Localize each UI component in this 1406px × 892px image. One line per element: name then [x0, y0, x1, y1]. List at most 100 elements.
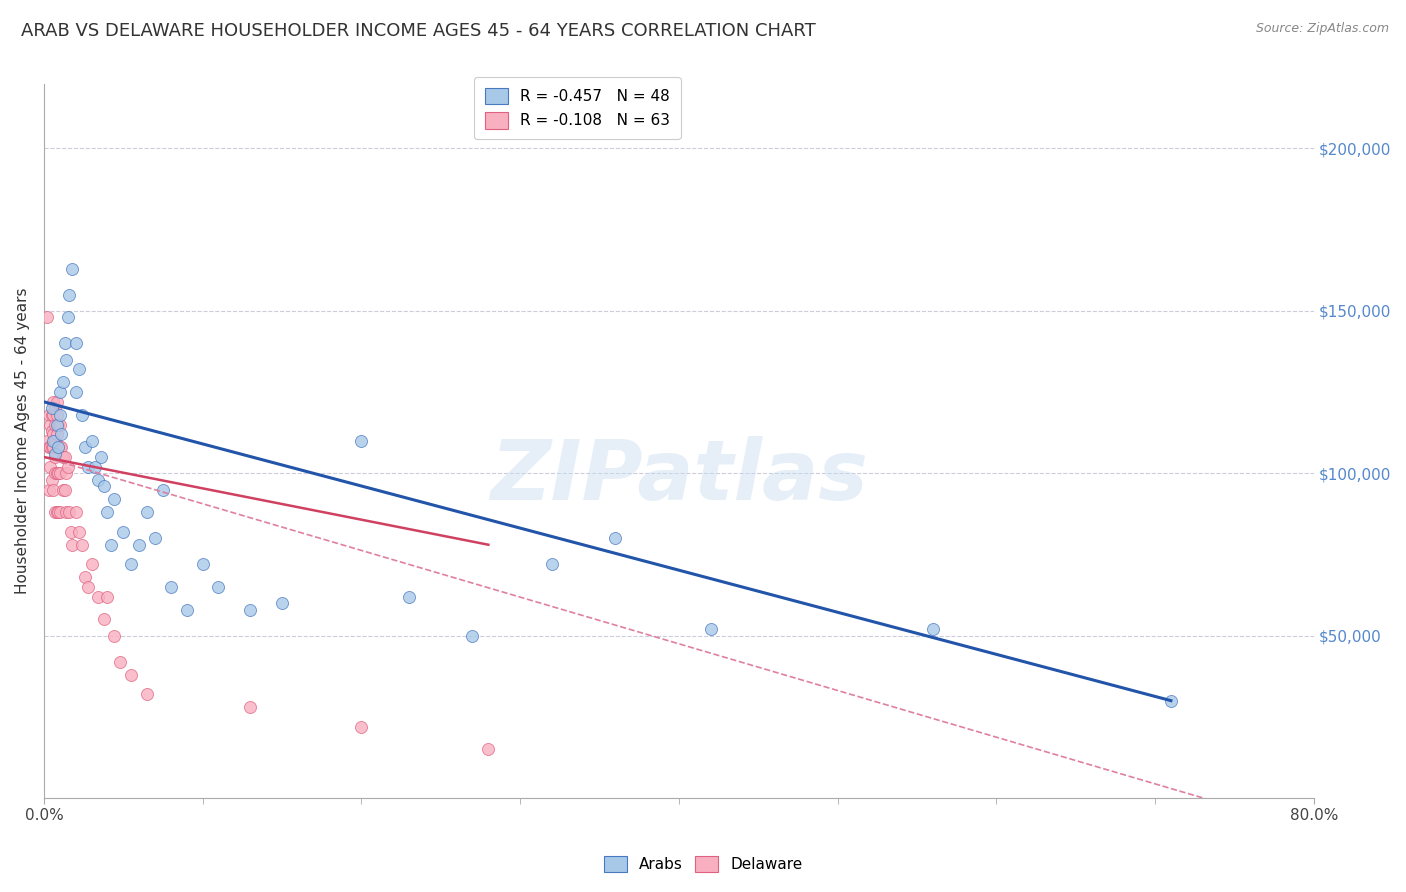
Point	[35, 434, 58, 448]
Point	[65, 505, 87, 519]
Point	[46, 440, 69, 454]
Point	[65, 385, 87, 400]
Point	[62, 261, 84, 276]
Point	[271, 596, 294, 610]
Point	[53, 450, 76, 464]
Point	[44, 401, 66, 416]
Point	[100, 538, 122, 552]
Point	[605, 531, 627, 545]
Point	[46, 505, 69, 519]
Point	[44, 447, 66, 461]
Legend: R = -0.457   N = 48, R = -0.108   N = 63: R = -0.457 N = 48, R = -0.108 N = 63	[474, 77, 681, 139]
Point	[45, 394, 67, 409]
Point	[46, 467, 69, 481]
Y-axis label: Householder Income Ages 45 - 64 years: Householder Income Ages 45 - 64 years	[15, 287, 30, 594]
Point	[46, 440, 69, 454]
Point	[62, 538, 84, 552]
Point	[70, 408, 93, 422]
Point	[699, 622, 721, 636]
Point	[1160, 693, 1182, 707]
Point	[103, 492, 125, 507]
Point	[152, 483, 174, 497]
Point	[143, 531, 166, 545]
Point	[191, 558, 214, 572]
Point	[93, 612, 115, 626]
Point	[103, 629, 125, 643]
Point	[35, 310, 58, 325]
Point	[56, 459, 79, 474]
Point	[239, 603, 262, 617]
Point	[42, 440, 65, 454]
Point	[52, 483, 75, 497]
Point	[83, 459, 105, 474]
Point	[52, 450, 75, 464]
Point	[207, 580, 229, 594]
Point	[176, 603, 198, 617]
Point	[42, 408, 65, 422]
Point	[77, 459, 100, 474]
Point	[93, 479, 115, 493]
Point	[53, 336, 76, 351]
Point	[65, 336, 87, 351]
Point	[55, 505, 77, 519]
Point	[39, 459, 62, 474]
Point	[46, 417, 69, 432]
Point	[38, 483, 60, 497]
Text: Source: ZipAtlas.com: Source: ZipAtlas.com	[1256, 22, 1389, 36]
Point	[38, 408, 60, 422]
Point	[55, 352, 77, 367]
Point	[55, 467, 77, 481]
Point	[51, 427, 73, 442]
Point	[350, 434, 373, 448]
Point	[44, 417, 66, 432]
Point	[41, 401, 63, 416]
Point	[350, 720, 373, 734]
Point	[75, 440, 97, 454]
Point	[120, 558, 142, 572]
Point	[44, 467, 66, 481]
Point	[49, 505, 72, 519]
Point	[44, 434, 66, 448]
Point	[461, 629, 484, 643]
Point	[49, 417, 72, 432]
Point	[38, 440, 60, 454]
Point	[80, 558, 103, 572]
Point	[45, 427, 67, 442]
Point	[49, 408, 72, 422]
Point	[42, 394, 65, 409]
Point	[41, 424, 63, 438]
Point	[67, 524, 90, 539]
Point	[44, 505, 66, 519]
Point	[120, 667, 142, 681]
Point	[70, 538, 93, 552]
Point	[239, 700, 262, 714]
Text: ARAB VS DELAWARE HOUSEHOLDER INCOME AGES 45 - 64 YEARS CORRELATION CHART: ARAB VS DELAWARE HOUSEHOLDER INCOME AGES…	[21, 22, 815, 40]
Point	[87, 473, 110, 487]
Point	[42, 483, 65, 497]
Point	[49, 467, 72, 481]
Point	[90, 450, 112, 464]
Point	[44, 450, 66, 464]
Point	[398, 590, 420, 604]
Point	[45, 417, 67, 432]
Point	[75, 570, 97, 584]
Point	[49, 385, 72, 400]
Point	[87, 590, 110, 604]
Point	[96, 505, 118, 519]
Point	[540, 558, 562, 572]
Point	[41, 408, 63, 422]
Point	[108, 655, 131, 669]
Point	[128, 538, 150, 552]
Point	[41, 473, 63, 487]
Point	[51, 440, 73, 454]
Point	[112, 524, 135, 539]
Point	[45, 505, 67, 519]
Point	[96, 590, 118, 604]
Point	[41, 440, 63, 454]
Point	[477, 742, 499, 756]
Point	[53, 483, 76, 497]
Point	[80, 434, 103, 448]
Point	[52, 376, 75, 390]
Point	[921, 622, 943, 636]
Point	[59, 524, 82, 539]
